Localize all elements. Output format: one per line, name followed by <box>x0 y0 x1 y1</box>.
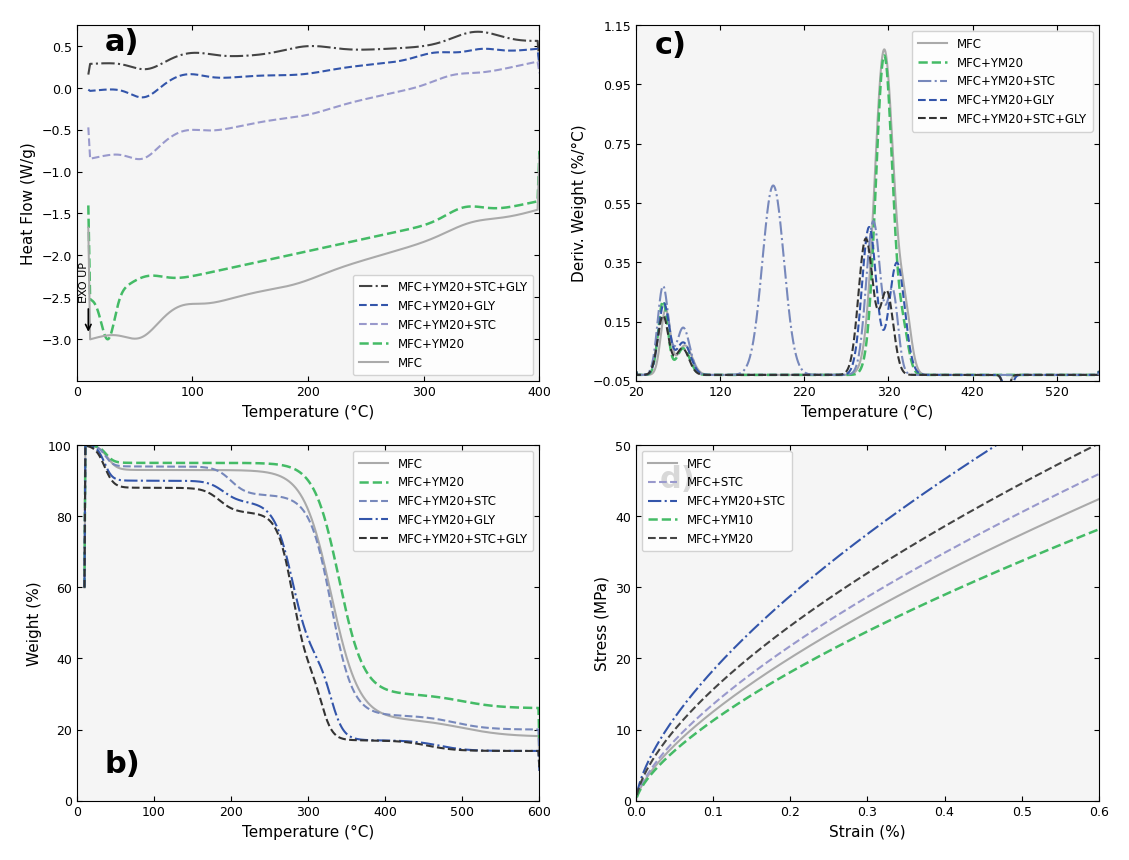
Legend: MFC, MFC+STC, MFC+YM20+STC, MFC+YM10, MFC+YM20: MFC, MFC+STC, MFC+YM20+STC, MFC+YM10, MF… <box>641 452 791 551</box>
X-axis label: Temperature (°C): Temperature (°C) <box>242 404 374 420</box>
Legend: MFC, MFC+YM20, MFC+YM20+STC, MFC+YM20+GLY, MFC+YM20+STC+GLY: MFC, MFC+YM20, MFC+YM20+STC, MFC+YM20+GL… <box>352 452 533 551</box>
Y-axis label: Heat Flow (W/g): Heat Flow (W/g) <box>20 142 36 265</box>
X-axis label: Temperature (°C): Temperature (°C) <box>800 404 934 420</box>
Text: c): c) <box>655 31 686 60</box>
Text: a): a) <box>105 28 139 57</box>
Text: EXO UP: EXO UP <box>79 262 89 303</box>
Y-axis label: Weight (%): Weight (%) <box>27 580 43 666</box>
Text: b): b) <box>105 749 140 778</box>
X-axis label: Temperature (°C): Temperature (°C) <box>242 824 374 839</box>
Y-axis label: Deriv. Weight (%/°C): Deriv. Weight (%/°C) <box>572 125 587 282</box>
Legend: MFC+YM20+STC+GLY, MFC+YM20+GLY, MFC+YM20+STC, MFC+YM20, MFC: MFC+YM20+STC+GLY, MFC+YM20+GLY, MFC+YM20… <box>352 275 533 375</box>
Y-axis label: Stress (MPa): Stress (MPa) <box>594 575 610 671</box>
X-axis label: Strain (%): Strain (%) <box>829 824 905 839</box>
Text: d): d) <box>659 465 694 494</box>
Legend: MFC, MFC+YM20, MFC+YM20+STC, MFC+YM20+GLY, MFC+YM20+STC+GLY: MFC, MFC+YM20, MFC+YM20+STC, MFC+YM20+GL… <box>911 32 1093 132</box>
